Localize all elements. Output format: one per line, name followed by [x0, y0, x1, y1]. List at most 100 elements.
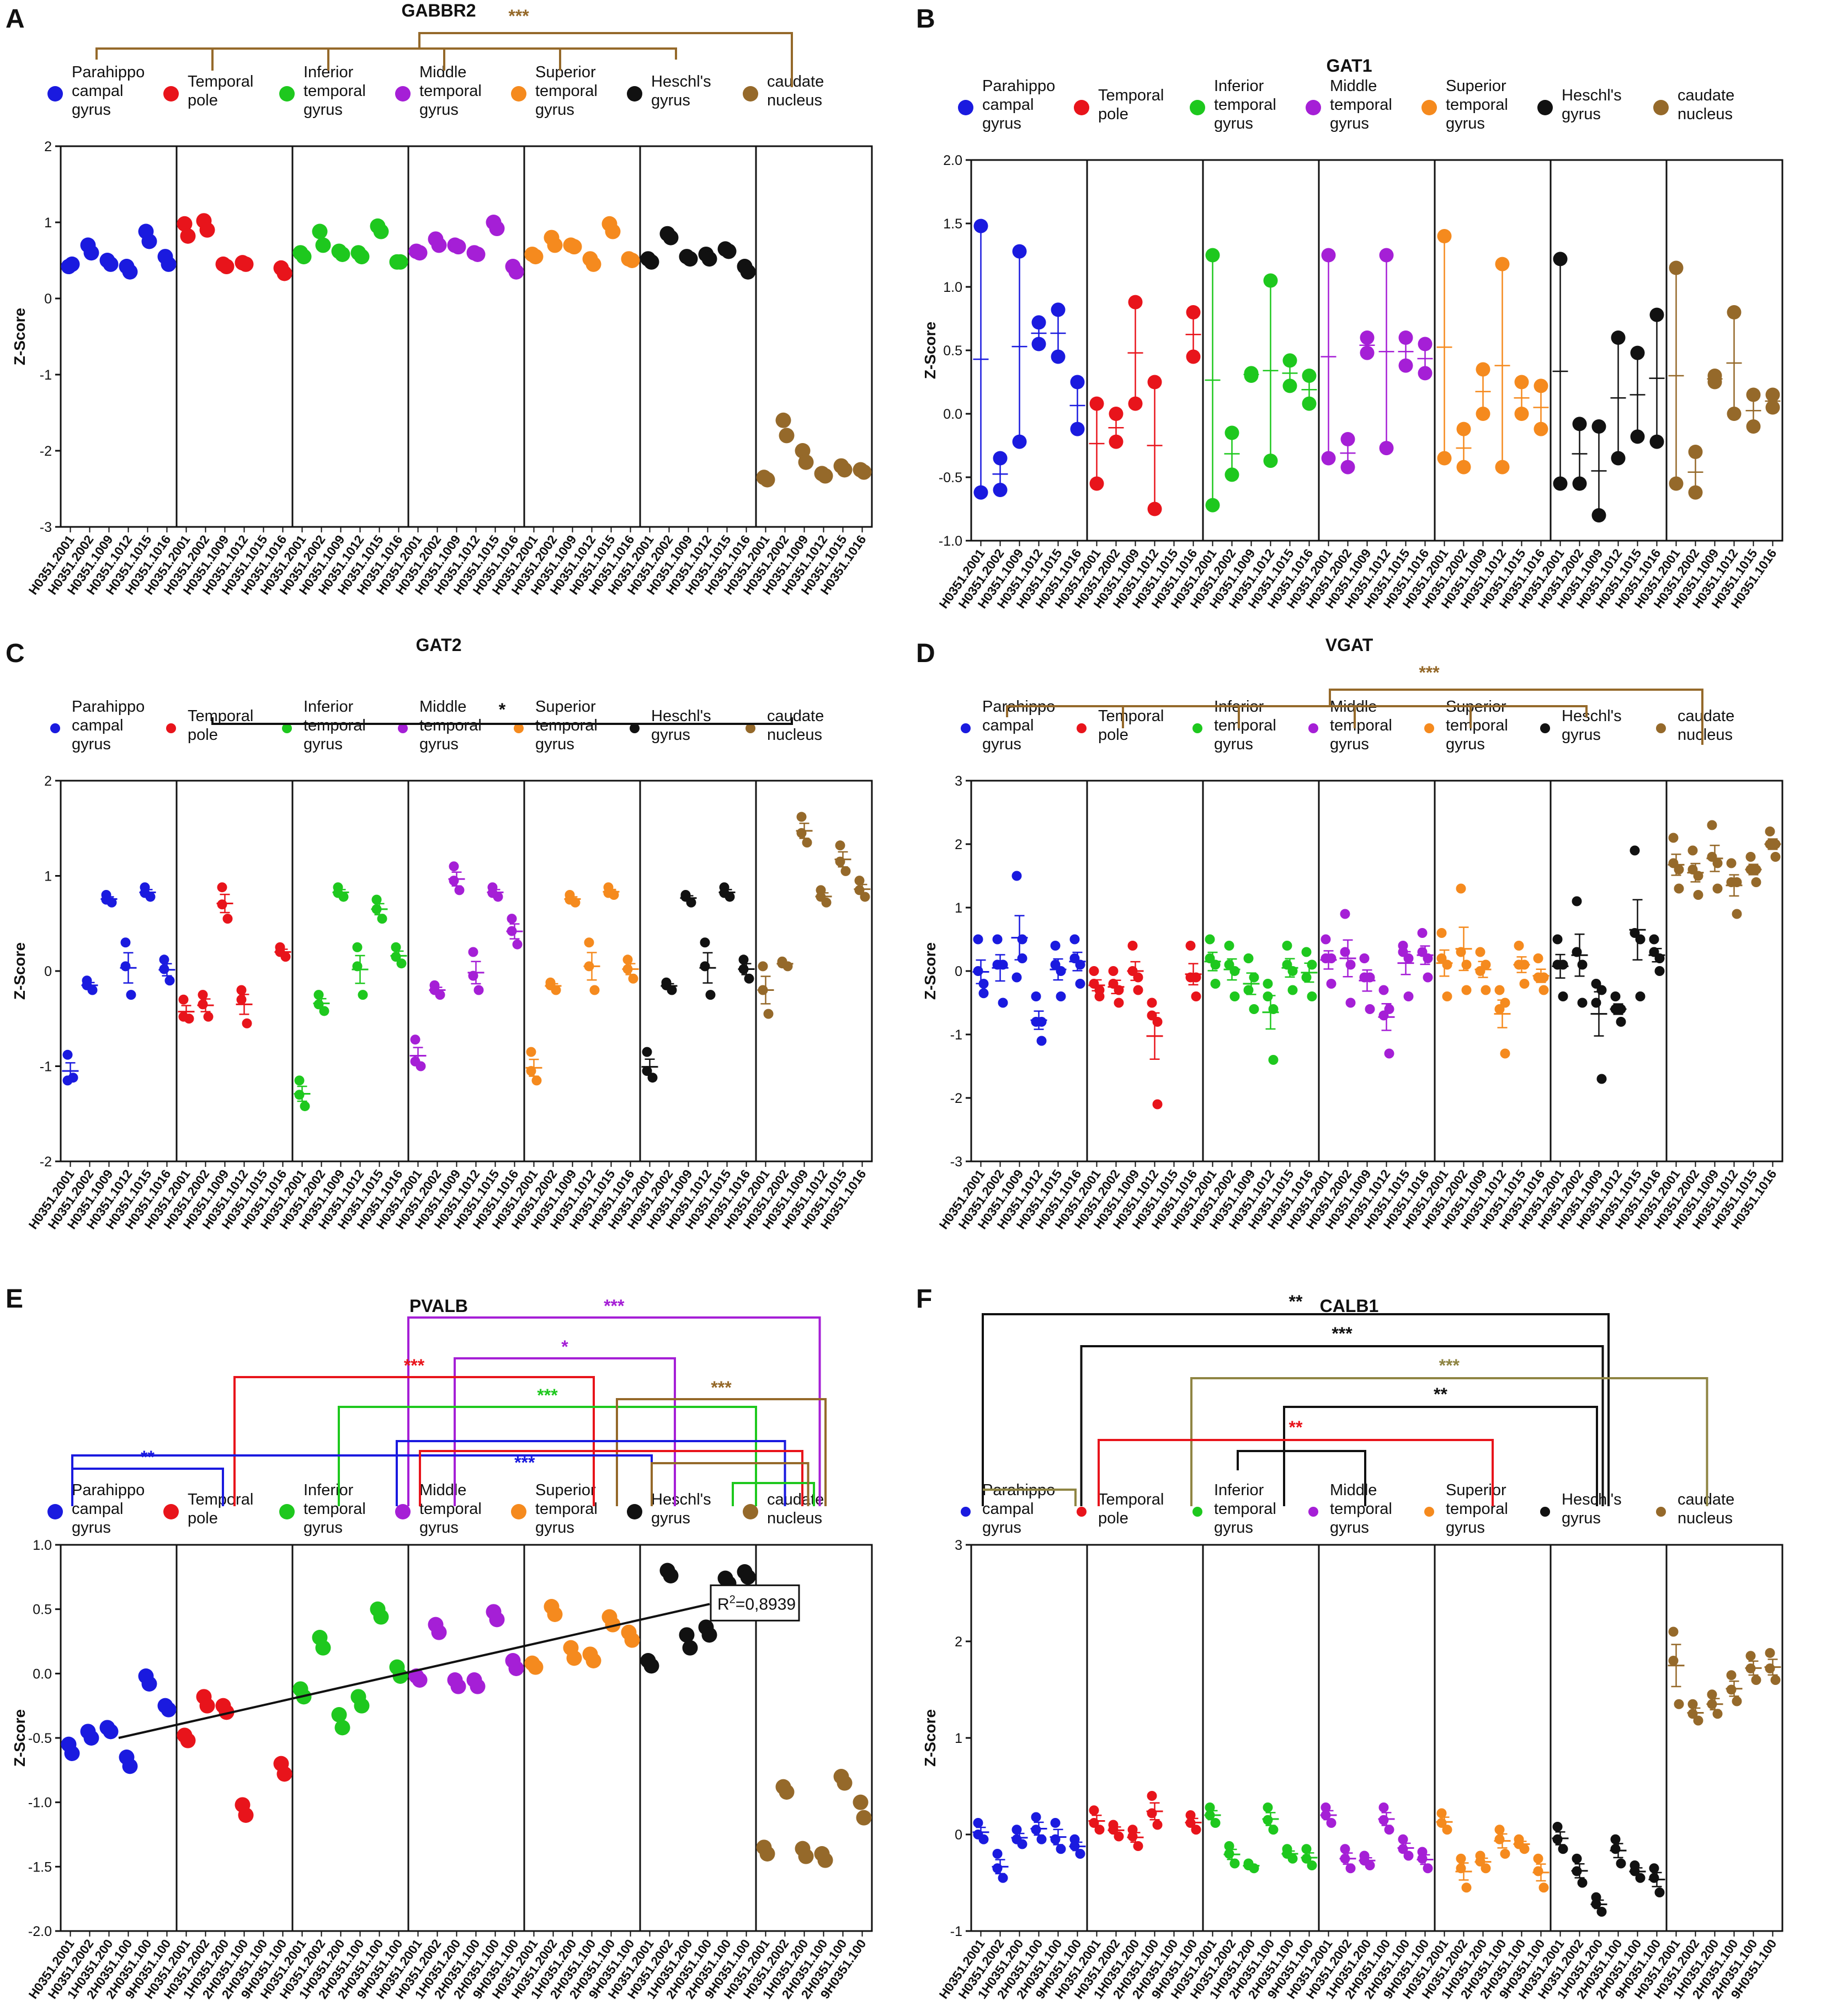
legend-label: Temporal pole	[188, 707, 253, 744]
legend-label: Parahippo campal gyrus	[72, 1481, 145, 1537]
data-point	[1360, 330, 1375, 345]
legend-marker	[627, 86, 642, 102]
data-point	[1577, 1878, 1588, 1888]
data-point	[352, 942, 363, 952]
data-point	[1205, 1810, 1215, 1820]
data-point	[584, 937, 594, 948]
data-point	[1365, 1004, 1375, 1014]
data-point	[219, 1704, 235, 1720]
data-point	[1089, 1805, 1099, 1816]
data-point	[312, 223, 328, 239]
data-point	[319, 1006, 329, 1016]
data-point	[276, 1766, 292, 1782]
legend-label: Heschl's gyrus	[1562, 1491, 1622, 1527]
data-point	[740, 1569, 756, 1585]
data-point	[1133, 1841, 1143, 1851]
data-point	[1552, 934, 1563, 945]
y-tick-label: -1	[40, 367, 52, 383]
data-point	[1360, 345, 1375, 360]
legend-label: Inferior temporal gyrus	[1214, 77, 1276, 132]
data-point	[1456, 422, 1471, 436]
legend-label: Superior temporal gyrus	[1446, 1481, 1508, 1537]
data-point	[978, 988, 989, 999]
significance-label: ***	[711, 1378, 732, 1398]
legend-label: caudate nucleus	[767, 73, 824, 109]
significance-label: ***	[1332, 1324, 1353, 1343]
data-point	[1229, 966, 1240, 976]
data-point	[180, 1732, 196, 1748]
data-point	[242, 1018, 252, 1028]
data-point	[1224, 1841, 1234, 1851]
data-point	[1249, 1004, 1259, 1014]
data-point	[334, 246, 350, 262]
data-point	[1514, 407, 1529, 421]
data-point	[122, 1758, 138, 1774]
data-point	[1591, 998, 1601, 1008]
legend-marker	[961, 1507, 971, 1517]
y-tick-label: -2.0	[28, 1924, 52, 1939]
data-point	[450, 1678, 466, 1694]
data-point	[547, 1607, 563, 1622]
y-axis-label: Z-Score	[922, 942, 939, 1000]
data-point	[178, 994, 189, 1005]
data-point	[1340, 460, 1355, 474]
data-point	[1765, 826, 1775, 836]
data-point	[853, 1794, 869, 1810]
panel-label: B	[916, 4, 935, 34]
data-point	[1500, 1048, 1510, 1059]
legend-label: caudate nucleus	[1678, 707, 1734, 744]
data-point	[1036, 1036, 1047, 1046]
data-point	[817, 1852, 833, 1868]
data-point	[1635, 1873, 1646, 1883]
y-tick-label: -0.5	[939, 470, 962, 486]
y-tick-label: 3	[955, 774, 962, 789]
significance-label: ***	[404, 1356, 425, 1375]
data-point	[1765, 400, 1780, 415]
sig-bracket	[419, 1450, 803, 1506]
data-point	[122, 264, 138, 280]
legend-marker	[47, 1504, 63, 1519]
data-point	[1186, 349, 1201, 364]
data-point	[141, 1676, 157, 1692]
data-point	[1476, 407, 1490, 421]
data-point	[1243, 953, 1254, 963]
legend-marker	[1656, 723, 1666, 733]
data-point	[1732, 909, 1742, 919]
data-point	[1127, 1831, 1138, 1842]
data-point	[1263, 1815, 1273, 1825]
data-point	[1436, 1818, 1447, 1828]
data-point	[238, 1807, 254, 1823]
data-point	[993, 483, 1008, 497]
data-point	[300, 1101, 310, 1111]
data-point	[236, 985, 247, 995]
legend-marker	[511, 86, 526, 102]
data-point	[624, 253, 640, 268]
data-point	[1572, 1866, 1582, 1876]
panel-b-gat1-chart: B GAT1 Parahippo campal gyrus Temporal pole Inf…	[916, 4, 1783, 611]
data-point	[1365, 972, 1375, 983]
data-point	[1751, 877, 1761, 887]
data-point	[1128, 295, 1143, 310]
data-point	[159, 954, 169, 965]
y-tick-label: -2	[950, 1091, 962, 1106]
legend-marker	[1077, 723, 1087, 733]
data-point	[1611, 451, 1626, 466]
data-point	[1726, 858, 1737, 868]
legend-marker	[1308, 1507, 1318, 1517]
data-point	[856, 1810, 872, 1826]
data-point	[680, 892, 691, 902]
legend-label: Temporal pole	[1098, 87, 1164, 123]
data-point	[566, 1650, 582, 1666]
data-point	[217, 882, 227, 893]
sig-bracket	[1006, 705, 1588, 717]
data-point	[1688, 485, 1703, 500]
data-point	[526, 1047, 536, 1057]
data-point	[1210, 959, 1221, 970]
legend-marker	[1074, 100, 1089, 115]
data-point	[334, 1720, 350, 1736]
data-point	[1596, 1074, 1607, 1084]
y-tick-label: -1.0	[28, 1795, 52, 1811]
data-point	[1321, 934, 1331, 945]
data-point	[622, 954, 633, 965]
